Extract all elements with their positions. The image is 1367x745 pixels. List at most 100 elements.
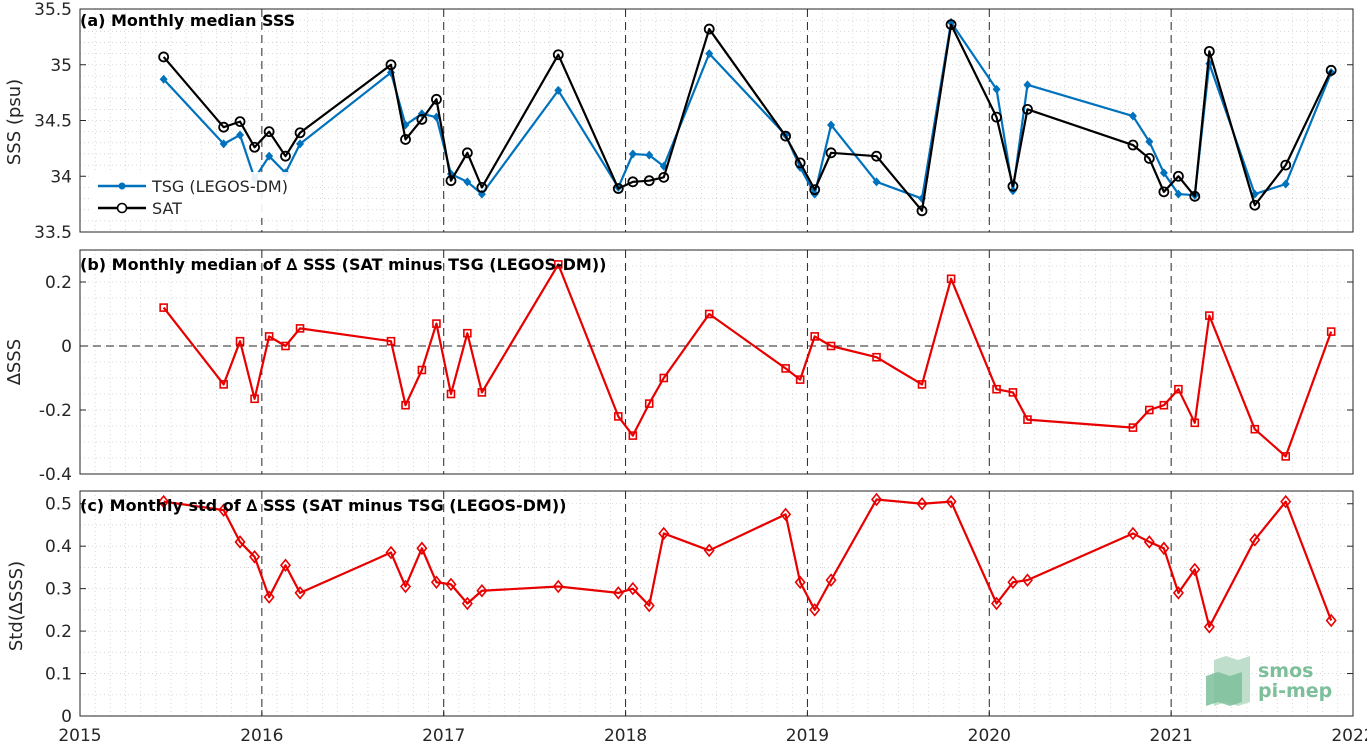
data-point-b-0 (644, 399, 654, 408)
legend-tsg-marker (118, 182, 126, 190)
x-tick-label: 2018 (604, 726, 647, 745)
y-tick-label: 35.5 (34, 0, 72, 20)
data-point-c-0 (809, 603, 821, 617)
data-point-a-0 (827, 120, 836, 130)
panel-c-title: (c) Monthly std of ∆ SSS (SAT minus TSG … (80, 496, 566, 515)
data-point-b-0 (917, 380, 927, 389)
data-point-a-1 (461, 147, 473, 159)
x-tick-label: 2016 (240, 726, 283, 745)
data-point-a-0 (705, 49, 714, 59)
data-point-b-0 (432, 319, 441, 328)
data-point-c-0 (279, 558, 292, 573)
data-point-c-0 (1189, 562, 1201, 577)
data-point-c-0 (794, 575, 806, 590)
data-point-c-0 (158, 494, 170, 509)
data-point-b-0 (446, 389, 456, 399)
y-tick-label: 34 (50, 167, 72, 187)
y-tick-label: 0.4 (45, 537, 72, 557)
data-point-b-0 (386, 336, 396, 346)
data-point-b-0 (1190, 418, 1200, 428)
data-point-a-0 (296, 139, 305, 149)
data-point-a-1 (1189, 190, 1201, 202)
legend: TSG (LEGOS-DM) SAT (90, 172, 305, 218)
panel-c-ylabel: Std(∆SSS) (6, 561, 27, 651)
data-point-c-0 (234, 535, 246, 549)
data-point-b-0 (463, 328, 472, 338)
data-point-a-0 (872, 177, 881, 187)
data-point-c-0 (825, 573, 837, 587)
data-point-c-0 (263, 590, 275, 604)
smos-pimep-logo: smos pi-mep (1206, 656, 1332, 706)
panel-b-series (159, 260, 1336, 461)
data-point-b-0 (1128, 423, 1138, 432)
y-tick-label: 0 (61, 337, 72, 357)
data-point-b-0 (992, 384, 1001, 394)
y-tick-label: 35 (50, 56, 72, 76)
data-point-a-1 (1203, 45, 1215, 57)
data-point-b-0 (281, 341, 290, 351)
data-point-b-0 (810, 332, 820, 341)
data-point-c-0 (294, 586, 306, 600)
data-point-a-1 (1143, 153, 1155, 164)
data-point-a-1 (991, 111, 1002, 123)
data-point-a-1 (416, 113, 428, 125)
data-point-b-0 (1023, 415, 1032, 424)
data-point-a-1 (158, 51, 170, 63)
data-point-b-0 (1174, 384, 1183, 394)
data-point-a-0 (401, 120, 410, 130)
y-tick-label: -0.4 (39, 465, 72, 485)
data-point-a-1 (871, 150, 882, 162)
data-point-a-1 (612, 183, 624, 194)
data-point-a-1 (916, 205, 928, 217)
data-point-a-1 (552, 49, 564, 61)
data-point-b-0 (826, 341, 836, 351)
data-point-c-0 (658, 526, 670, 541)
panel-b-grid (80, 250, 1353, 474)
panel-a-ylabel: SSS (psu) (4, 79, 25, 165)
data-point-a-1 (1173, 170, 1184, 182)
data-point-c-0 (461, 596, 473, 611)
data-point-a-1 (1007, 180, 1019, 192)
y-tick-label: 34.5 (34, 112, 72, 132)
data-point-b-0 (946, 274, 956, 284)
data-point-c-0 (991, 596, 1003, 611)
data-point-b-0 (795, 375, 805, 384)
data-point-a-1 (643, 175, 655, 187)
y-tick-label: 33.5 (34, 223, 72, 243)
data-point-b-0 (159, 303, 168, 312)
data-point-a-1 (280, 150, 291, 162)
data-point-c-0 (1280, 494, 1292, 509)
data-point-a-0 (1281, 179, 1290, 189)
series-line-a-1 (162, 23, 1333, 212)
data-point-a-0 (219, 139, 228, 149)
data-point-a-1 (218, 121, 230, 133)
data-point-b-0 (1281, 452, 1291, 461)
data-point-a-1 (385, 59, 397, 71)
data-point-b-0 (553, 260, 563, 269)
data-point-a-1 (825, 147, 837, 159)
data-point-b-0 (1250, 424, 1260, 434)
data-point-b-0 (264, 332, 274, 341)
data-point-c-0 (703, 543, 715, 558)
data-point-b-0 (1326, 327, 1336, 336)
x-tick-label: 2021 (1150, 726, 1193, 745)
y-tick-label: 0.3 (45, 580, 72, 600)
data-point-c-0 (476, 584, 488, 598)
legend-sat-label: SAT (152, 199, 182, 218)
data-point-a-1 (809, 184, 821, 196)
data-point-c-0 (445, 577, 457, 592)
data-point-b-0 (235, 336, 245, 346)
logo-text-pimep: pi-mep (1258, 680, 1332, 702)
y-tick-label: 0.2 (45, 273, 72, 293)
data-point-a-0 (628, 149, 637, 159)
data-point-c-0 (643, 598, 655, 613)
data-point-a-0 (645, 150, 654, 160)
data-point-a-1 (658, 171, 670, 183)
legend-tsg-label: TSG (LEGOS-DM) (151, 177, 288, 196)
data-point-c-0 (1127, 526, 1139, 541)
data-point-c-0 (945, 494, 957, 509)
y-tick-label: 0.2 (45, 622, 72, 642)
panel-b-y-ticks: -0.4 -0.2 0 0.2 (39, 273, 1353, 485)
data-point-b-0 (872, 352, 881, 362)
data-point-b-0 (219, 380, 228, 389)
